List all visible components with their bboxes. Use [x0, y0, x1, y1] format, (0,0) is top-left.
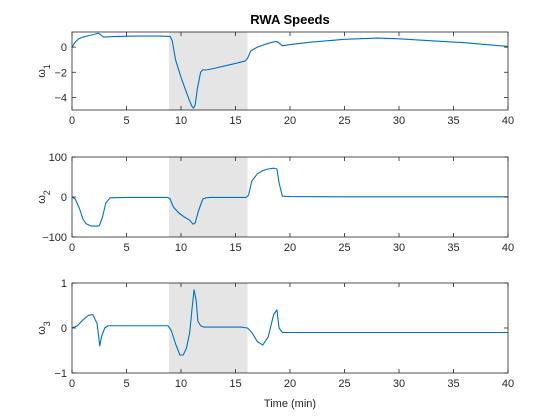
y-tick-label: 0 — [61, 192, 67, 204]
y-tick-label: 0 — [61, 323, 67, 335]
x-tick-label: 40 — [502, 378, 514, 390]
series-line-omega-3 — [72, 289, 508, 356]
y-axis-label-3: ω3 — [36, 321, 52, 335]
x-tick-label: 30 — [393, 115, 405, 127]
y-axis-label-1: ω1 — [36, 64, 52, 78]
x-axis-label: Time (min) — [264, 398, 316, 410]
axes-box-1 — [71, 31, 509, 111]
x-tick-label: 15 — [229, 115, 241, 127]
y-tick-label: −100 — [42, 232, 67, 244]
y-tick-label: −1 — [54, 368, 67, 380]
chart-title: RWA Speeds — [250, 12, 329, 27]
shaded-region-3 — [169, 283, 248, 373]
axes-box-3 — [71, 282, 509, 374]
series-line-omega-2 — [72, 167, 508, 227]
x-tick-label: 30 — [393, 378, 405, 390]
x-tick-label: 20 — [284, 378, 296, 390]
y-tick-label: 100 — [49, 152, 67, 164]
x-tick-label: 5 — [123, 115, 129, 127]
x-tick-label: 10 — [175, 115, 187, 127]
subplot-1: 0 5 10 15 20 25 30 35 40 −4 −2 0 ω1 — [36, 31, 514, 127]
x-tick-label: 35 — [447, 242, 459, 254]
x-tick-label: 40 — [502, 242, 514, 254]
x-tick-label: 15 — [229, 242, 241, 254]
x-tick-label: 25 — [338, 378, 350, 390]
y-tick-label: 0 — [61, 42, 67, 54]
series-line-omega-1 — [72, 32, 508, 109]
x-tick-label: 30 — [393, 242, 405, 254]
y-tick-label: −4 — [54, 92, 67, 104]
y-tick-label: 1 — [61, 278, 67, 290]
y-axis-label-2: ω2 — [36, 190, 52, 204]
x-tick-label: 15 — [229, 378, 241, 390]
x-tick-label: 5 — [123, 242, 129, 254]
x-tick-label: 0 — [69, 378, 75, 390]
x-tick-label: 20 — [284, 115, 296, 127]
x-tick-label: 0 — [69, 115, 75, 127]
shaded-region-1 — [169, 32, 248, 110]
x-tick-label: 35 — [447, 378, 459, 390]
x-tick-label: 20 — [284, 242, 296, 254]
x-tick-label: 5 — [123, 378, 129, 390]
x-tick-label: 10 — [175, 242, 187, 254]
x-tick-label: 10 — [175, 378, 187, 390]
x-tick-label: 0 — [69, 242, 75, 254]
y-tick-label: −2 — [54, 67, 67, 79]
x-tick-label: 25 — [338, 242, 350, 254]
x-tick-label: 35 — [447, 115, 459, 127]
x-tick-label: 40 — [502, 115, 514, 127]
x-tick-label: 25 — [338, 115, 350, 127]
